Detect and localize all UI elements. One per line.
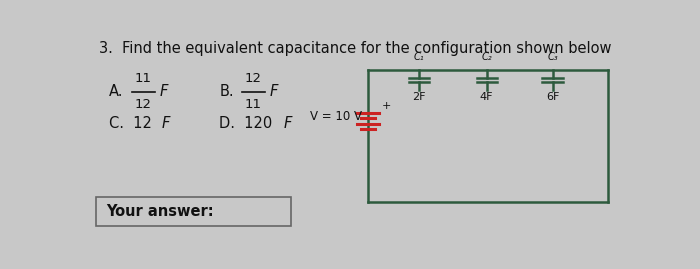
Text: V = 10 V: V = 10 V [310,110,362,123]
Text: +: + [382,101,391,111]
Text: 12: 12 [135,98,152,111]
Text: 4F: 4F [480,92,494,102]
Text: A.: A. [109,84,124,99]
Text: D.  120: D. 120 [219,116,277,132]
Text: 3.  Find the equivalent capacitance for the configuration shown below: 3. Find the equivalent capacitance for t… [99,41,612,56]
Text: F: F [162,116,170,132]
Text: F: F [160,84,168,99]
Text: C₃: C₃ [547,52,558,62]
Text: B.: B. [219,84,234,99]
Text: F: F [284,116,292,132]
Text: 6F: 6F [546,92,559,102]
FancyBboxPatch shape [96,197,291,226]
Text: C₁: C₁ [414,52,424,62]
Text: C.  12: C. 12 [109,116,157,132]
Text: 11: 11 [135,72,152,85]
Text: 12: 12 [245,72,262,85]
Text: Your answer:: Your answer: [106,204,214,219]
Text: F: F [270,84,278,99]
Text: 11: 11 [245,98,262,111]
Text: 2F: 2F [412,92,426,102]
Text: C₂: C₂ [482,52,492,62]
